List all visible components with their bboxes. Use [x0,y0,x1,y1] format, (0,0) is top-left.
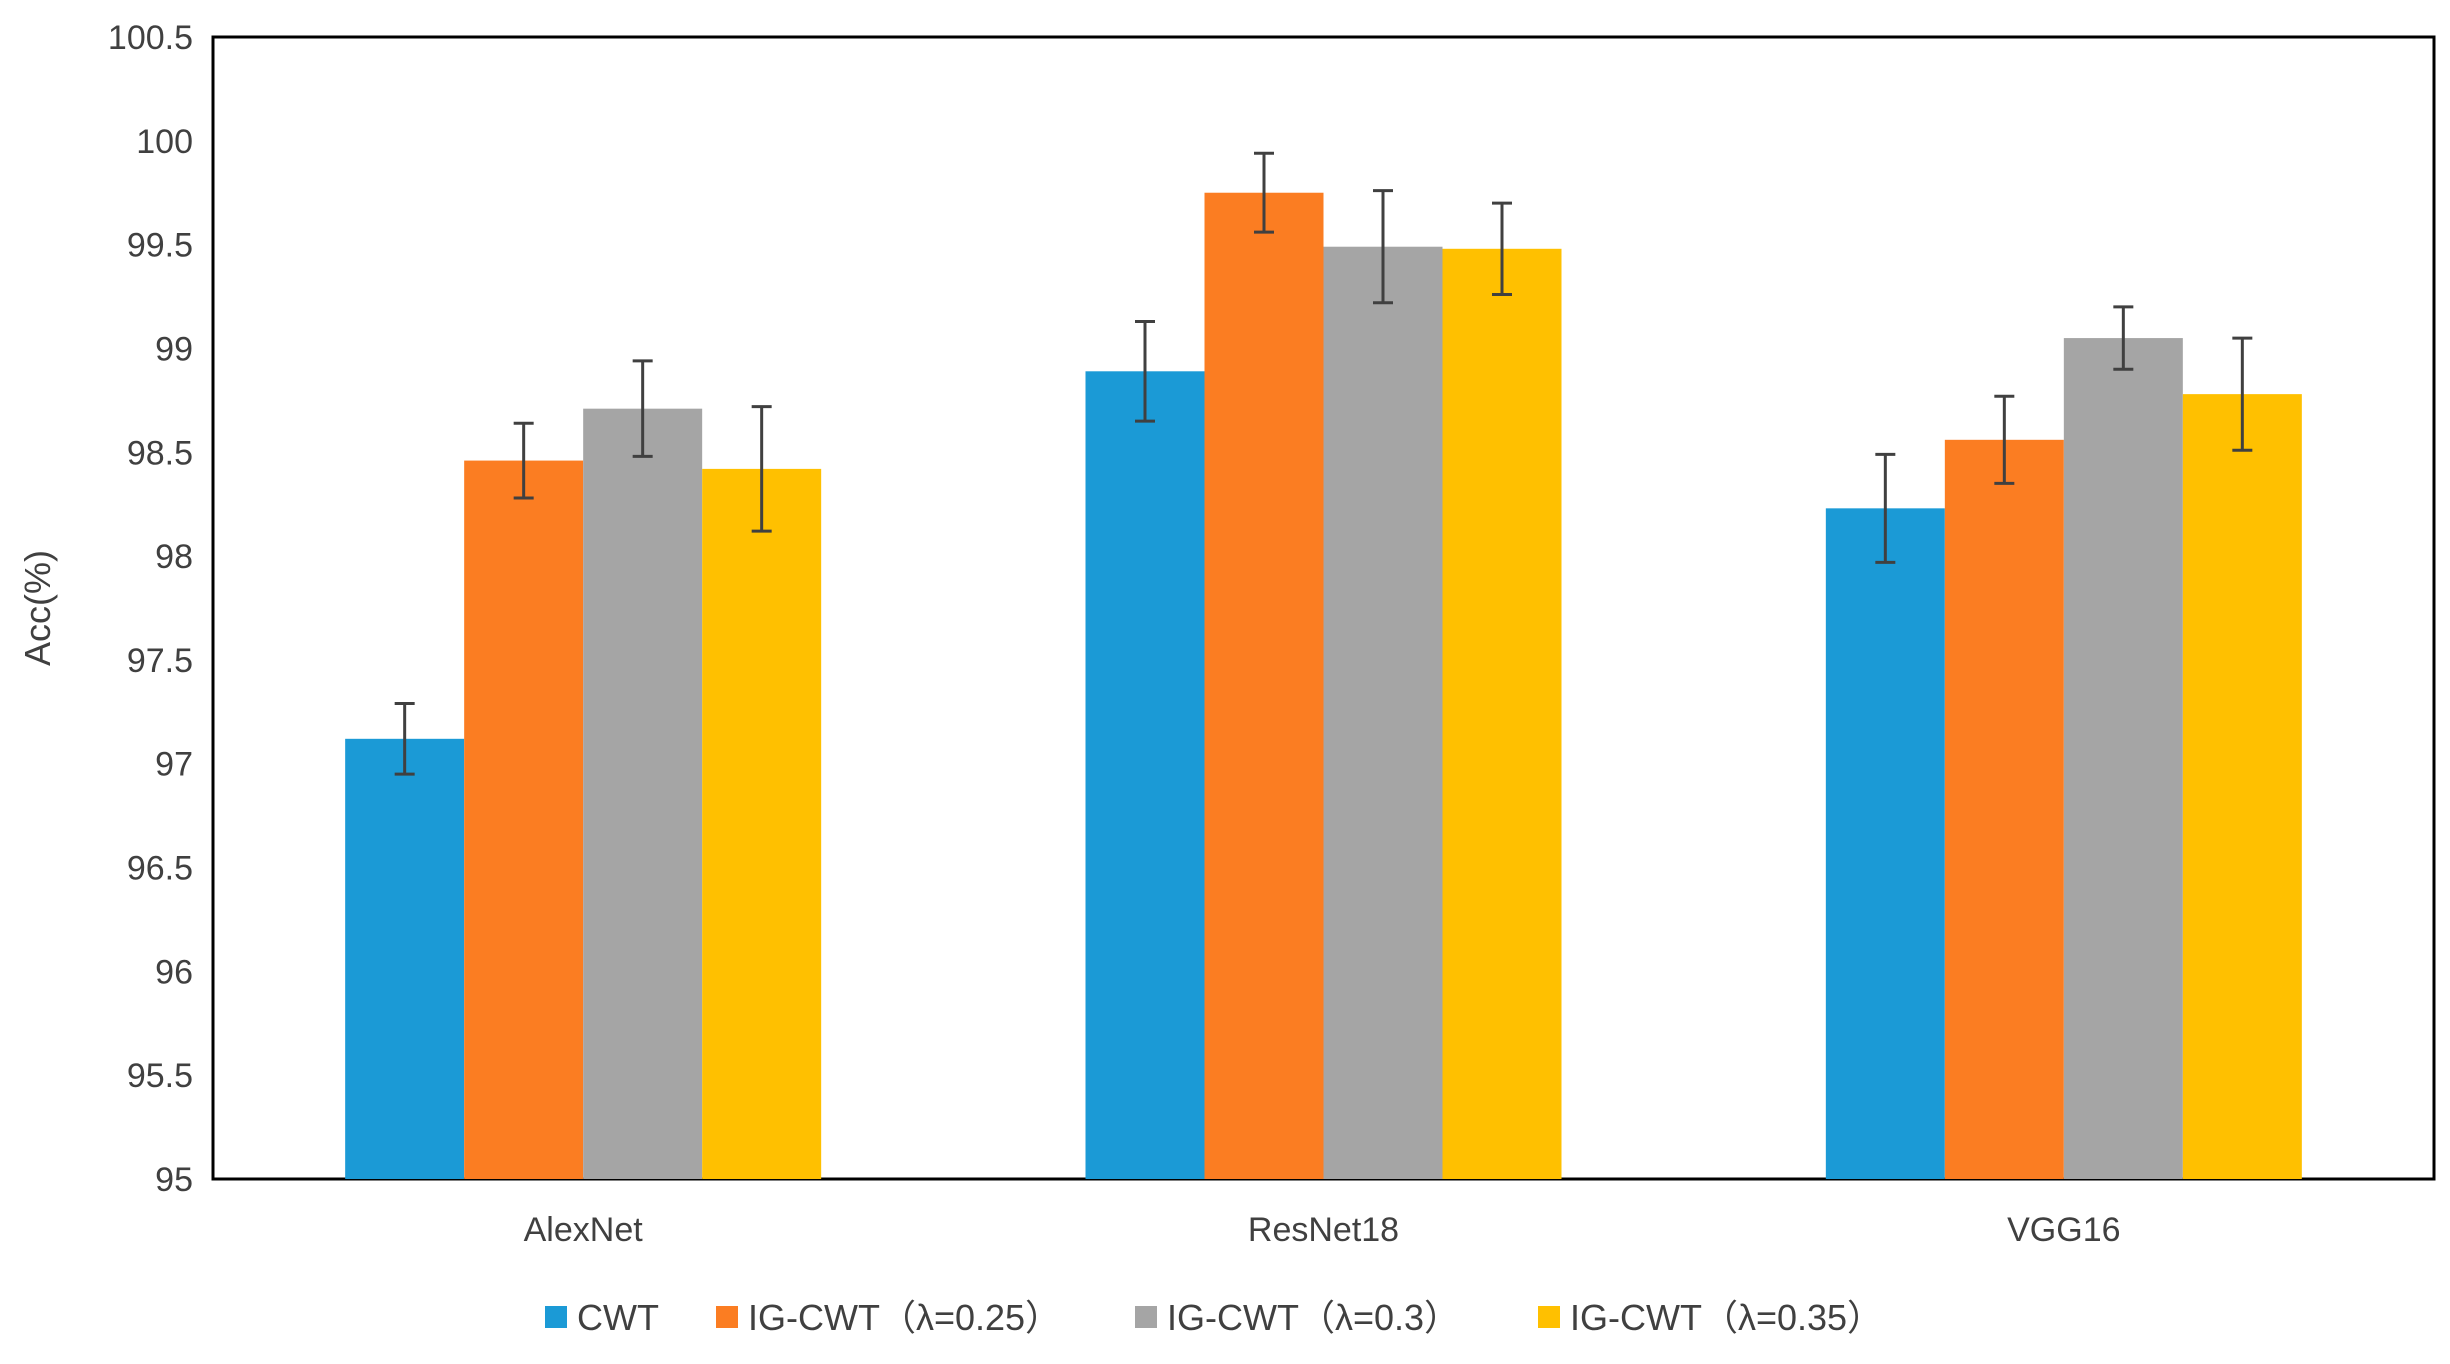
bar-vgg16-series-2 [1944,439,2064,1179]
bar-alexnet-series-2 [464,460,584,1179]
error-bar-vgg16-series-4 [2232,336,2253,452]
x-tick-label: AlexNet [524,1211,644,1249]
y-tick-label: 97 [155,746,193,784]
error-bar-resnet18-series-4 [1492,201,1512,296]
x-axis: AlexNet ResNet18 VGG16 [524,1211,2121,1249]
error-bar-vgg16-series-3 [2113,305,2134,371]
error-bar-vgg16-series-2 [1994,394,2015,485]
y-tick-label: 96 [155,953,193,991]
y-tick-label: 99.5 [127,227,193,265]
bar-alexnet-series-4 [702,468,822,1179]
legend-item-2: IG-CWT（λ=0.25） [716,1297,1061,1338]
bar-resnet18-series-1 [1085,371,1205,1179]
bar-vgg16-series-4 [2182,394,2302,1180]
y-tick-label: 100 [136,123,193,161]
error-bar-resnet18-series-2 [1254,151,1274,234]
error-bar-vgg16-series-1 [1875,452,1896,564]
legend-label: IG-CWT（λ=0.3） [1167,1297,1460,1338]
x-tick-label: ResNet18 [1248,1211,1399,1249]
legend-swatch [1538,1306,1560,1328]
bar-resnet18-series-4 [1442,248,1562,1180]
error-bar-alexnet-series-3 [632,359,653,458]
y-tick-label: 100.5 [108,19,193,57]
y-tick-label: 97.5 [127,642,193,680]
bar-vgg16-series-1 [1825,508,1945,1179]
bar-resnet18-series-3 [1323,246,1443,1180]
error-bar-alexnet-series-2 [513,421,534,500]
bar-resnet18-series-2 [1204,192,1324,1179]
error-bar-alexnet-series-1 [394,702,415,776]
legend-label: CWT [577,1297,659,1338]
bar-alexnet-series-3 [583,408,703,1180]
y-axis: 95 95.5 96 96.5 97 97.5 98 98.5 99 99.5 100 100.5 [108,19,193,1199]
legend-swatch [1135,1306,1157,1328]
error-bar-resnet18-series-1 [1135,319,1155,423]
legend-item-3: IG-CWT（λ=0.3） [1135,1297,1460,1338]
bars [345,192,2302,1180]
y-tick-label: 95.5 [127,1057,193,1095]
y-tick-label: 98.5 [127,434,193,472]
legend-swatch [716,1306,738,1328]
legend-item-4: IG-CWT（λ=0.35） [1538,1297,1883,1338]
legend-label: IG-CWT（λ=0.25） [748,1297,1061,1338]
legend-label: IG-CWT（λ=0.35） [1570,1297,1883,1338]
error-bar-resnet18-series-3 [1373,189,1393,305]
legend-swatch [545,1306,567,1328]
legend: CWT IG-CWT（λ=0.25） IG-CWT（λ=0.3） IG-CWT（λ=0… [545,1297,1883,1338]
y-tick-label: 99 [155,330,193,368]
error-bars [394,151,2253,776]
x-tick-label: VGG16 [2007,1211,2120,1249]
y-tick-label: 95 [155,1161,193,1199]
y-axis-title: Acc(%) [17,550,58,666]
bar-vgg16-series-3 [2063,338,2183,1179]
y-tick-label: 98 [155,538,193,576]
legend-item-1: CWT [545,1297,659,1338]
bar-alexnet-series-1 [345,738,465,1179]
y-tick-label: 96.5 [127,850,193,888]
error-bar-alexnet-series-4 [751,405,772,533]
